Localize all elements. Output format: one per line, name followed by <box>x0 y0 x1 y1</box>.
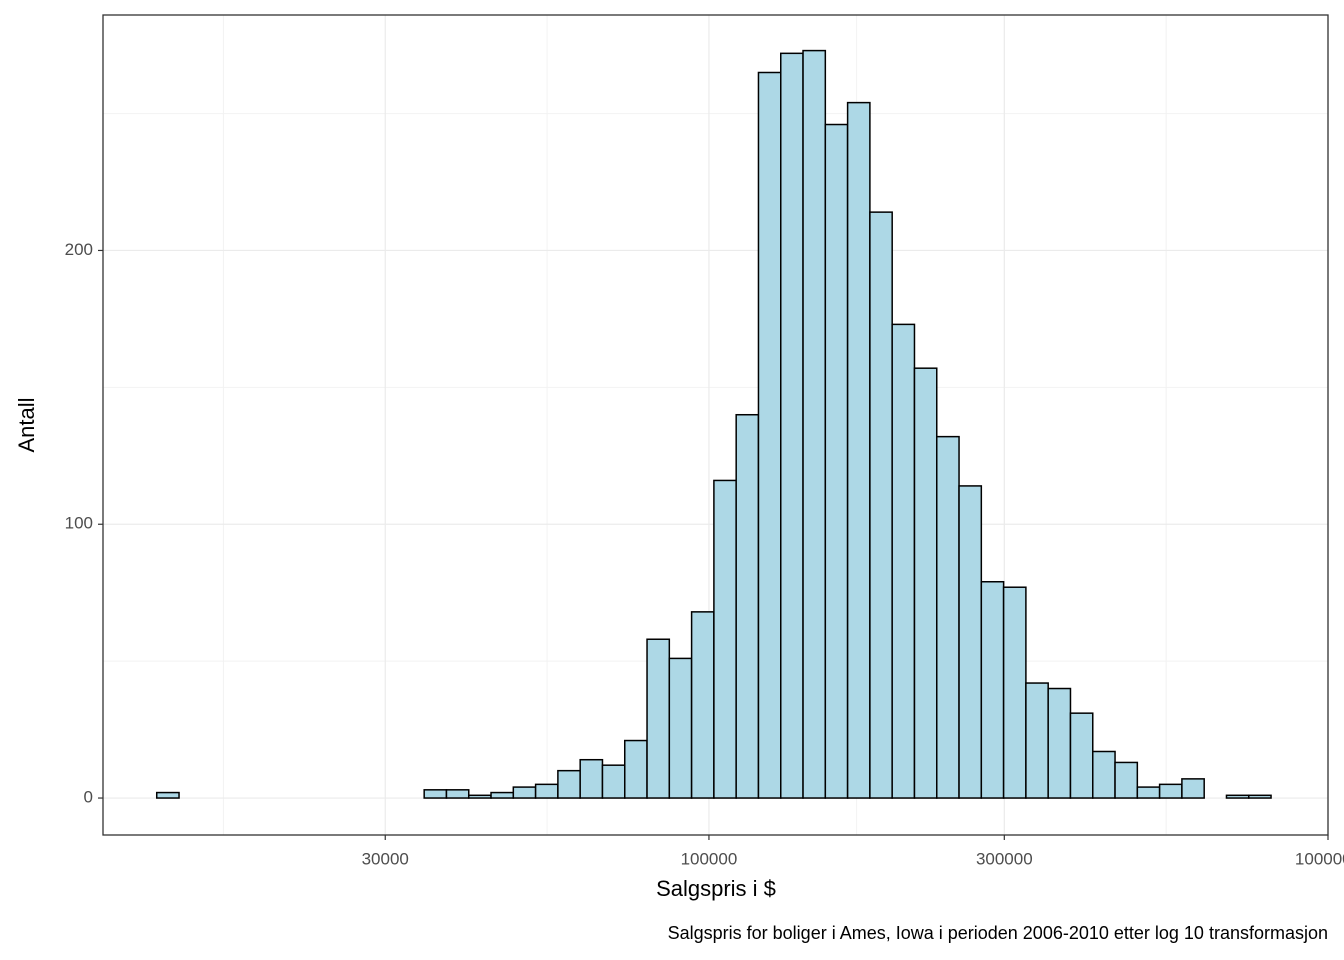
histogram-bar <box>490 791 515 799</box>
histogram-bar <box>690 611 715 799</box>
y-tick-label: 200 <box>65 240 93 259</box>
histogram-bar <box>601 764 626 799</box>
histogram-bar <box>1069 712 1094 799</box>
histogram-bar <box>1025 682 1049 799</box>
histogram-bar <box>802 49 827 799</box>
histogram-bar <box>1114 761 1139 799</box>
caption: Salgspris for boliger i Ames, Iowa i per… <box>668 923 1328 943</box>
histogram-bar <box>980 580 1005 799</box>
histogram-bar <box>958 485 983 799</box>
x-tick-label: 30000 <box>362 849 409 868</box>
y-tick-label: 0 <box>84 788 93 807</box>
histogram-bar <box>512 786 537 799</box>
histogram-bar <box>1248 794 1272 799</box>
y-tick-label: 100 <box>65 514 93 533</box>
histogram-bar <box>557 769 581 799</box>
histogram-bar <box>668 657 693 799</box>
histogram-bar <box>1225 794 1250 799</box>
histogram-bar <box>534 783 559 799</box>
x-tick-label: 100000 <box>681 849 738 868</box>
histogram-bar <box>869 211 893 799</box>
histogram-bar <box>423 789 448 799</box>
y-axis-title: Antall <box>14 397 39 452</box>
x-tick-label: 300000 <box>976 849 1033 868</box>
histogram-bar <box>1047 687 1072 799</box>
histogram-bar <box>757 71 782 799</box>
histogram-bar <box>1092 750 1116 799</box>
histogram-bar <box>1002 586 1027 799</box>
histogram-bar <box>891 323 916 799</box>
plot-frame <box>102 14 1329 836</box>
histogram-bar <box>646 638 671 799</box>
histogram-bar <box>1181 778 1205 799</box>
x-tick-label: 1000000 <box>1295 849 1344 868</box>
histogram-bar <box>713 479 737 799</box>
histogram-bar <box>1158 783 1183 799</box>
histogram-bar <box>780 52 804 799</box>
histogram-bar <box>623 739 648 799</box>
x-axis-title: Salgspris i $ <box>656 876 776 901</box>
histogram-bar <box>467 794 492 799</box>
histogram-bar <box>913 367 938 799</box>
histogram-bar <box>1136 786 1161 799</box>
histogram-bar <box>735 413 760 799</box>
histogram-bar <box>824 123 849 799</box>
histogram-bar <box>579 758 604 799</box>
histogram-bar <box>155 791 180 799</box>
histogram-bar <box>936 435 960 799</box>
histogram-bar <box>846 101 871 799</box>
histogram-bar <box>445 789 470 799</box>
